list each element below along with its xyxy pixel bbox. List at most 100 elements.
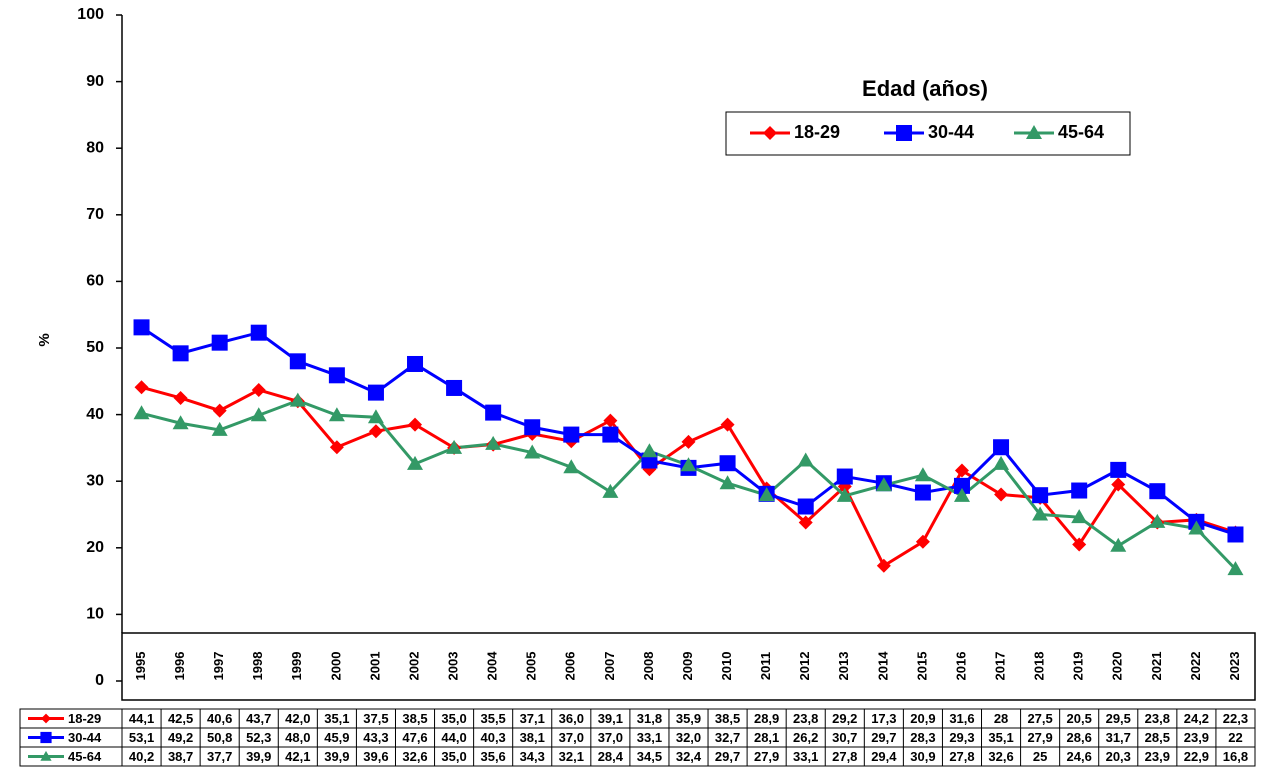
y-axis-label: %	[36, 333, 53, 346]
x-tick-label: 1996	[172, 652, 187, 681]
data-point	[1071, 482, 1088, 499]
table-value: 33,1	[793, 749, 818, 764]
table-value: 43,3	[363, 730, 388, 745]
table-value: 43,7	[246, 711, 271, 726]
table-value: 31,7	[1106, 730, 1131, 745]
data-point	[602, 426, 619, 443]
table-value: 33,1	[637, 730, 662, 745]
data-point	[446, 439, 463, 454]
table-value: 26,2	[793, 730, 818, 745]
table-value: 30,7	[832, 730, 857, 745]
x-tick-label: 2022	[1188, 652, 1203, 681]
table-value: 23,9	[1145, 749, 1170, 764]
table-value: 24,2	[1184, 711, 1209, 726]
y-tick-label: 20	[86, 539, 104, 556]
y-tick-label: 40	[86, 406, 104, 423]
data-point	[328, 367, 345, 384]
data-point	[875, 477, 892, 492]
table-value: 25	[1033, 749, 1047, 764]
x-tick-label: 2001	[367, 652, 382, 681]
table-value: 38,7	[168, 749, 193, 764]
x-tick-label: 2010	[719, 652, 734, 681]
x-tick-label: 2019	[1071, 652, 1086, 681]
x-tick-label: 2015	[914, 652, 929, 681]
table-value: 36,0	[559, 711, 584, 726]
table-value: 29,3	[949, 730, 974, 745]
table-value: 49,2	[168, 730, 193, 745]
table-value: 53,1	[129, 730, 154, 745]
table-value: 45,9	[324, 730, 349, 745]
table-value: 37,7	[207, 749, 232, 764]
table-value: 47,6	[402, 730, 427, 745]
data-point	[681, 434, 696, 449]
category-box	[121, 632, 1256, 701]
table-value: 42,0	[285, 711, 310, 726]
data-point	[797, 498, 814, 515]
table-value: 35,0	[441, 749, 466, 764]
x-tick-label: 2000	[328, 652, 343, 681]
data-point	[1110, 537, 1127, 552]
x-tick-label: 2002	[406, 652, 421, 681]
table-value: 23,9	[1184, 730, 1209, 745]
data-point	[407, 455, 424, 470]
table-series-name: 30-44	[68, 730, 102, 745]
data-point	[563, 459, 580, 474]
data-point	[173, 390, 188, 405]
table-value: 29,2	[832, 711, 857, 726]
data-point	[328, 407, 345, 422]
data-point	[367, 409, 384, 424]
table-value: 17,3	[871, 711, 896, 726]
table-value: 38,5	[715, 711, 740, 726]
data-point	[1032, 487, 1049, 504]
table-series-name: 45-64	[68, 749, 102, 764]
table-value: 37,1	[520, 711, 545, 726]
data-point	[914, 484, 931, 501]
table-value: 34,5	[637, 749, 662, 764]
data-point	[1110, 461, 1127, 478]
table-value: 23,8	[1145, 711, 1170, 726]
data-point	[289, 392, 306, 407]
data-point	[563, 426, 580, 443]
data-point	[212, 403, 227, 418]
x-tick-label: 2007	[602, 652, 617, 681]
data-point	[914, 467, 931, 482]
x-tick-label: 2006	[563, 652, 578, 681]
y-tick-label: 0	[95, 672, 104, 689]
table-value: 27,5	[1027, 711, 1052, 726]
data-point	[797, 452, 814, 467]
data-point	[876, 558, 891, 573]
legend-title: Edad (años)	[862, 76, 988, 101]
data-point	[1188, 520, 1205, 535]
table-value: 39,6	[363, 749, 388, 764]
data-point	[485, 404, 502, 421]
legend-marker	[896, 125, 912, 141]
table-value: 20,5	[1067, 711, 1092, 726]
data-point	[720, 417, 735, 432]
table-value: 27,8	[832, 749, 857, 764]
table-value: 37,5	[363, 711, 388, 726]
x-tick-label: 2012	[797, 652, 812, 681]
table-value: 28,1	[754, 730, 779, 745]
x-tick-label: 2021	[1149, 652, 1164, 681]
table-value: 30,9	[910, 749, 935, 764]
x-tick-label: 2003	[446, 652, 461, 681]
table-value: 22	[1228, 730, 1242, 745]
data-point	[1032, 506, 1049, 521]
y-tick-label: 90	[86, 73, 104, 90]
table-value: 22,3	[1223, 711, 1248, 726]
table-value: 32,6	[402, 749, 427, 764]
table-value: 32,4	[676, 749, 702, 764]
table-value: 29,7	[871, 730, 896, 745]
legend-marker	[1026, 125, 1042, 139]
table-value: 44,0	[441, 730, 466, 745]
data-point	[915, 534, 930, 549]
table-value: 20,9	[910, 711, 935, 726]
data-point	[524, 419, 541, 436]
table-value: 24,6	[1067, 749, 1092, 764]
table-value: 39,9	[246, 749, 271, 764]
table-value: 34,3	[520, 749, 545, 764]
data-point	[134, 380, 149, 395]
data-point	[719, 455, 736, 472]
x-tick-label: 2018	[1032, 652, 1047, 681]
